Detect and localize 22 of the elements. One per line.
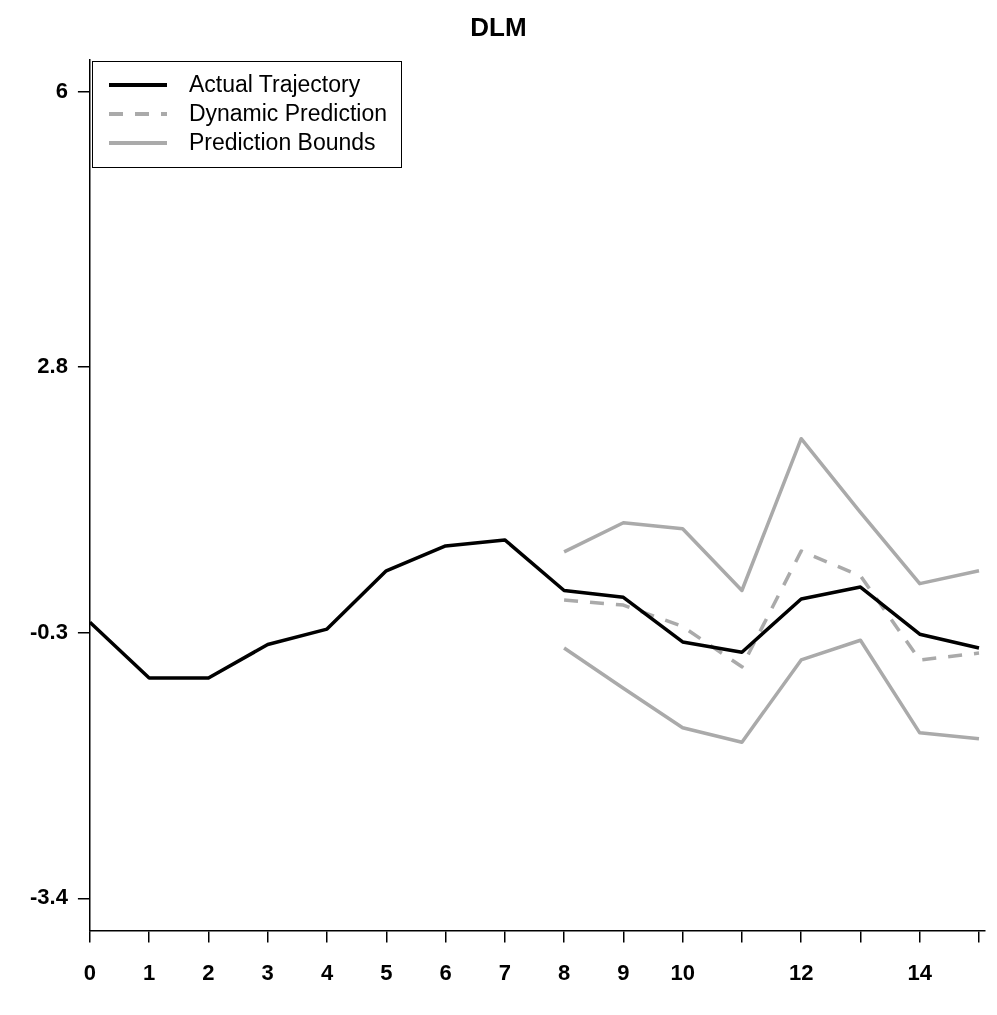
- x-tick-label: 10: [670, 959, 695, 985]
- x-tick-label: 9: [617, 959, 630, 985]
- y-tick-label: 6: [55, 78, 68, 104]
- x-tick-label: 14: [907, 959, 933, 985]
- x-tick-label: 7: [498, 959, 511, 985]
- line-series: [562, 549, 981, 669]
- x-tick-label: 3: [261, 959, 274, 985]
- y-tick-label: -0.3: [29, 618, 68, 644]
- y-tick-label: -3.4: [29, 884, 69, 910]
- x-tick-label: 0: [83, 959, 97, 985]
- legend-label: Actual Trajectory: [188, 71, 361, 98]
- x-tick-label: 12: [788, 959, 814, 985]
- legend-label: Prediction Bounds: [188, 129, 376, 156]
- x-tick-label: 4: [320, 959, 334, 985]
- y-tick-label: 2.8: [37, 352, 68, 378]
- x-tick-label: 1: [143, 959, 156, 985]
- chart-title: DLM: [469, 12, 528, 43]
- x-tick-label: 5: [380, 959, 393, 985]
- legend-label: Dynamic Prediction: [188, 100, 388, 127]
- x-tick-label: 8: [557, 959, 571, 985]
- x-tick-label: 6: [439, 959, 452, 985]
- x-tick-label: 2: [202, 959, 215, 985]
